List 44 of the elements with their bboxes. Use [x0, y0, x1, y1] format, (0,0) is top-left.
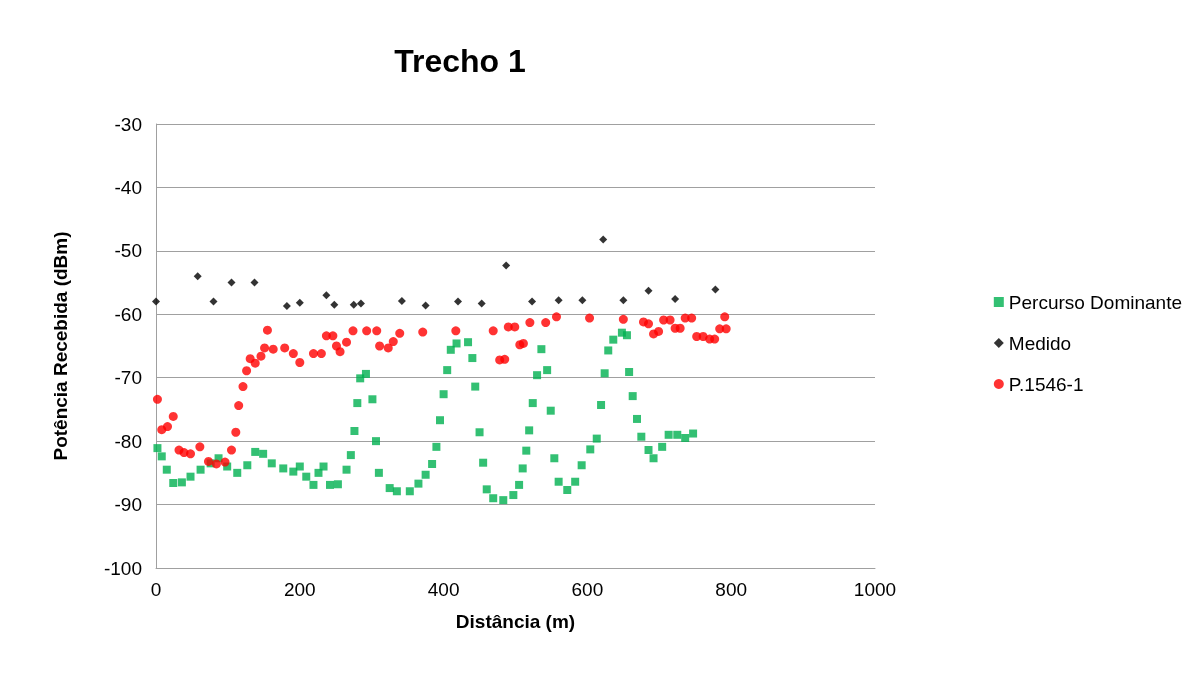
point [356, 299, 365, 308]
point [282, 302, 291, 311]
x-tick-label: 1000 [853, 579, 897, 600]
point [619, 296, 628, 305]
point [554, 296, 563, 305]
point [528, 297, 537, 306]
point [250, 278, 259, 287]
point [477, 299, 486, 308]
x-axis-title: Distância (m) [455, 611, 576, 632]
legend-label: Medido [1008, 332, 1072, 354]
y-tick-label: -70 [114, 367, 142, 389]
point [671, 295, 680, 304]
y-tick-label: -80 [114, 430, 142, 452]
y-axis-title: Potência Recebida (dBm) [50, 231, 71, 461]
point [453, 297, 462, 306]
point [322, 291, 331, 300]
point [295, 298, 304, 307]
point [711, 285, 720, 294]
y-tick-label: -30 [114, 113, 142, 135]
point [421, 301, 430, 310]
legend-label: Percurso Dominante [1008, 291, 1183, 313]
x-tick-label: 400 [427, 579, 460, 600]
point [397, 296, 406, 305]
point [578, 296, 587, 305]
x-tick-label: 200 [283, 579, 316, 600]
chart-title: Trecho 1 [394, 43, 526, 79]
x-tick-label: 800 [715, 579, 748, 600]
point [152, 297, 160, 306]
point [349, 300, 358, 309]
y-tick-label: -50 [114, 240, 142, 262]
point [502, 261, 511, 270]
y-tick-label: -90 [114, 494, 142, 516]
point [193, 272, 202, 281]
point [644, 286, 653, 295]
point [227, 278, 236, 287]
legend-label: P.1546-1 [1008, 373, 1084, 395]
y-tick-label: -40 [114, 176, 142, 198]
point [209, 297, 218, 306]
point [599, 235, 608, 244]
x-tick-label: 600 [571, 579, 604, 600]
point [330, 300, 339, 309]
y-tick-label: -60 [114, 303, 142, 325]
y-tick-label: -100 [103, 557, 142, 579]
x-tick-label: 0 [150, 579, 162, 600]
